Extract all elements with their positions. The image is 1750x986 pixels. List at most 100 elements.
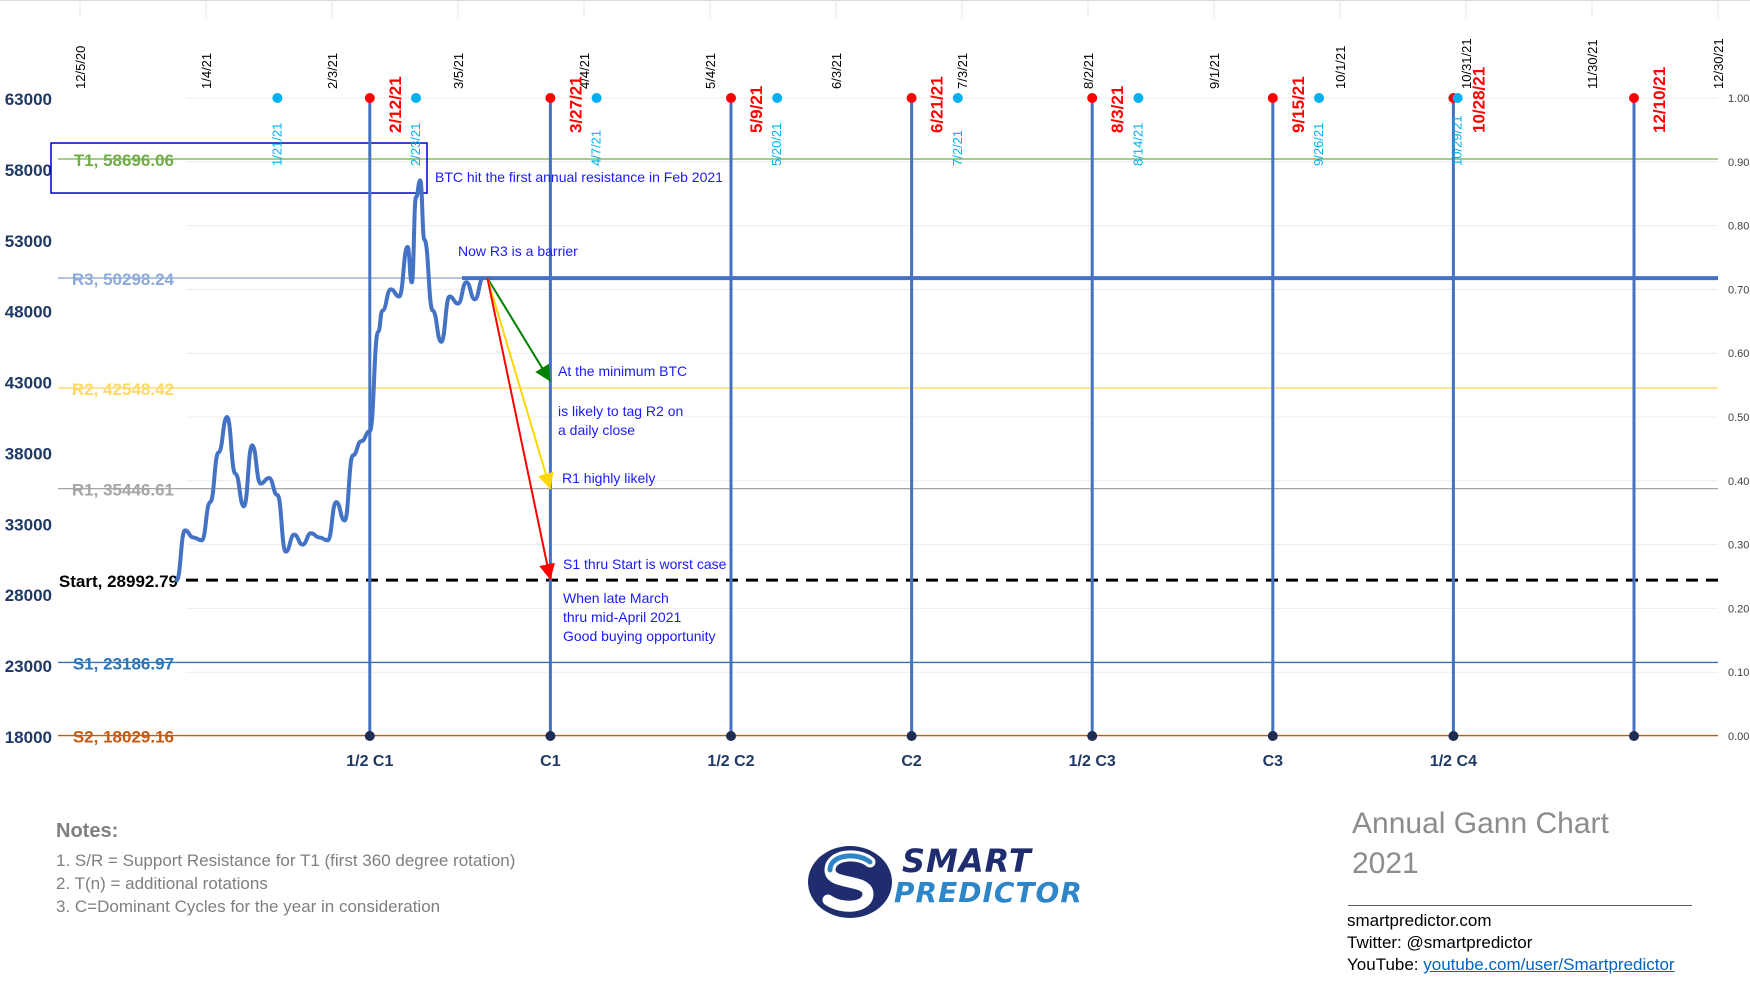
annotation-box	[50, 142, 428, 194]
cycle-date-label: 3/27/21	[566, 76, 585, 133]
cycle-date-label: 5/9/21	[747, 86, 766, 133]
contact-divider	[1348, 905, 1692, 906]
note-line-3: 3. C=Dominant Cycles for the year in con…	[56, 897, 441, 916]
cycle-date-label: 12/10/21	[1650, 67, 1669, 133]
level-label: R3, 50298.24	[72, 270, 175, 289]
y2-tick-label: 0.80	[1728, 221, 1749, 233]
level-label: S2, 18029.16	[73, 728, 174, 747]
gann-chart: 12/5/20 1/4/21 2/3/21 3/5/21 4/4/21 5/4/21 6/3…	[0, 0, 1750, 770]
cycle-marker-bottom	[1448, 731, 1459, 741]
cycle-label: 1/2 C3	[1069, 753, 1116, 770]
y-tick-label: 38000	[5, 444, 52, 463]
cycle-marker-top	[545, 93, 556, 103]
logo-word-predictor: PREDICTOR	[894, 876, 1083, 909]
x-tick-label: 3/5/21	[451, 53, 466, 89]
cycle-marker-top	[1267, 93, 1278, 103]
annotation-text: BTC hit the first annual resistance in F…	[435, 169, 723, 185]
cycle-label: 1/2 C2	[707, 753, 754, 770]
cyan-marker	[952, 93, 963, 103]
cycle-marker-bottom	[545, 731, 556, 741]
notes-block: Notes: 1. S/R = Support Resistance for T…	[56, 820, 515, 918]
contact-block: smartpredictor.com Twitter: @smartpredic…	[1347, 910, 1675, 976]
x-tick-label: 1/4/21	[199, 53, 214, 89]
youtube-link[interactable]: youtube.com/user/Smartpredictor	[1423, 955, 1675, 974]
cycle-marker-bottom	[364, 731, 375, 741]
cycle-date-label: 2/12/21	[386, 76, 405, 133]
cyan-date-label: 8/14/21	[1130, 123, 1145, 166]
cyan-date-label: 9/26/21	[1311, 123, 1326, 166]
annotation-text: a daily close	[558, 422, 635, 438]
y2-tick-label: 0.00	[1728, 731, 1749, 743]
y2-tick-label: 0.70	[1728, 284, 1749, 296]
annotation-text: S1 thru Start is worst case	[563, 556, 727, 572]
notes-title: Notes:	[56, 820, 119, 842]
y-tick-label: 43000	[5, 374, 52, 393]
cyan-marker	[772, 93, 783, 103]
cycle-date-label: 8/3/21	[1108, 86, 1127, 133]
annotation-text: thru mid-April 2021	[563, 609, 681, 625]
x-tick-label: 6/3/21	[829, 53, 844, 89]
level-label: Start, 28992.79	[59, 572, 178, 591]
price-series-line	[174, 178, 486, 583]
cycle-marker-top	[906, 93, 917, 103]
x-tick-label: 5/4/21	[703, 53, 718, 89]
cycle-marker-bottom	[1087, 731, 1098, 741]
y2-tick-label: 0.40	[1728, 476, 1749, 488]
cycle-marker-bottom	[1267, 731, 1278, 741]
y-tick-label: 58000	[5, 161, 52, 180]
projection-arrow	[486, 277, 554, 490]
x-tick-label: 2/3/21	[325, 53, 340, 89]
cyan-marker	[591, 93, 602, 103]
annotation-text: is likely to tag R2 on	[558, 403, 683, 419]
level-label: T1, 58696.06	[74, 151, 174, 170]
y-tick-label: 53000	[5, 232, 52, 251]
x-tick-label: 12/5/20	[73, 46, 88, 89]
cycle-date-label: 9/15/21	[1289, 76, 1308, 133]
y-tick-label: 28000	[5, 586, 52, 605]
cyan-marker	[411, 93, 421, 103]
x-tick-label: 12/30/21	[1711, 38, 1726, 89]
x-tick-label: 4/4/21	[577, 53, 592, 89]
level-label: R1, 35446.61	[72, 481, 174, 500]
projection-arrow	[486, 277, 552, 383]
x-tick-label: 7/3/21	[955, 53, 970, 89]
logo-word-smart: SMART	[902, 842, 1032, 880]
cycle-label: C1	[540, 753, 561, 770]
y-tick-label: 33000	[5, 515, 52, 534]
cycle-date-label: 6/21/21	[928, 76, 947, 133]
y-tick-label: 23000	[5, 657, 52, 676]
y2-tick-label: 0.20	[1728, 603, 1749, 615]
projection-arrow	[486, 277, 555, 581]
gann-title-line2: 2021	[1352, 847, 1419, 880]
cycle-label: 1/2 C1	[346, 753, 393, 770]
cyan-date-label: 2/23/21	[408, 123, 423, 166]
annotation-text: Now R3 is a barrier	[458, 243, 578, 259]
cyan-marker	[1452, 93, 1463, 103]
smart-predictor-logo: SMART PREDICTOR	[806, 842, 1082, 920]
cyan-date-label: 4/7/21	[589, 130, 604, 166]
gann-title-line1: Annual Gann Chart	[1352, 807, 1609, 840]
cycle-label: 1/2 C4	[1430, 753, 1477, 770]
cyan-date-label: 5/20/21	[769, 123, 784, 166]
contact-site: smartpredictor.com	[1347, 911, 1492, 930]
y2-tick-label: 0.50	[1728, 412, 1749, 424]
note-line-2: 2. T(n) = additional rotations	[56, 874, 268, 893]
logo-s-icon	[808, 846, 892, 918]
cycle-marker-top	[1629, 93, 1639, 103]
cycle-marker-bottom	[906, 731, 917, 741]
x-tick-label: 11/30/21	[1585, 39, 1600, 89]
y-tick-label: 18000	[5, 728, 52, 747]
gann-chart-title: Annual Gann Chart 2021	[1352, 804, 1609, 884]
cyan-marker	[1314, 93, 1324, 103]
y2-tick-label: 0.60	[1728, 348, 1749, 360]
cycle-marker-top	[1087, 93, 1098, 103]
y2-tick-label: 0.90	[1728, 157, 1749, 169]
level-label: R2, 42548.42	[72, 380, 174, 399]
annotation-text: R1 highly likely	[562, 470, 655, 486]
y-tick-label: 63000	[5, 90, 52, 109]
cycle-marker-top	[364, 93, 375, 103]
cyan-marker	[1133, 93, 1144, 103]
level-label: S1, 23186.97	[73, 654, 174, 673]
cycle-marker-bottom	[726, 731, 736, 741]
cycle-marker-top	[726, 93, 736, 103]
